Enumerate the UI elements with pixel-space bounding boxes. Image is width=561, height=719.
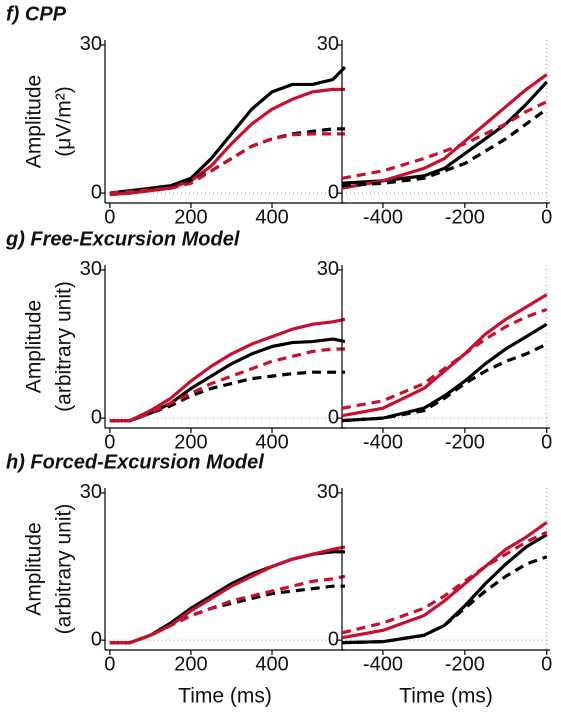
- x-axis-label: Time (ms): [178, 685, 272, 708]
- data-line: [109, 317, 346, 423]
- panel-title: f) CPP: [6, 3, 67, 25]
- data-line: [341, 73, 548, 190]
- y-tick-label: 0: [328, 628, 339, 650]
- x-tick-label: 200: [174, 206, 207, 228]
- data-line: [341, 80, 548, 185]
- data-line: [109, 87, 345, 197]
- panel-title: g) Free-Excursion Model: [5, 228, 240, 250]
- y-tick-label: 0: [91, 181, 102, 203]
- panel-title: h) Forced-Excursion Model: [6, 451, 264, 473]
- y-axis-label: Amplitude: [23, 522, 46, 615]
- x-tick-label: 200: [174, 431, 207, 453]
- x-tick-label: 0: [541, 206, 552, 228]
- data-line: [341, 530, 548, 635]
- data-line: [109, 545, 346, 645]
- data-line: [109, 550, 345, 645]
- data-line: [109, 66, 347, 195]
- y-tick-label: 30: [80, 481, 102, 503]
- x-tick-label: -400: [363, 206, 403, 228]
- y-tick-label: 30: [317, 33, 339, 55]
- data-line: [109, 584, 345, 645]
- data-line: [109, 337, 346, 423]
- x-tick-label: -200: [445, 431, 485, 453]
- y-axis-label: (μV/m²): [53, 86, 76, 156]
- y-tick-label: 0: [328, 406, 339, 428]
- y-tick-label: 30: [80, 258, 102, 280]
- x-tick-label: -400: [363, 653, 403, 675]
- y-tick-label: 30: [80, 33, 102, 55]
- data-line: [341, 521, 548, 640]
- x-tick-label: 0: [541, 431, 552, 453]
- data-line: [341, 107, 548, 188]
- x-tick-label: 0: [104, 206, 115, 228]
- data-line: [109, 574, 346, 645]
- y-tick-label: 0: [91, 406, 102, 428]
- data-line: [341, 307, 548, 410]
- y-axis-label: (arbitrary unit): [53, 281, 76, 412]
- y-axis-label: (arbitrary unit): [53, 504, 76, 635]
- x-tick-label: -400: [363, 431, 403, 453]
- x-tick-label: 400: [255, 206, 288, 228]
- data-line: [109, 132, 345, 195]
- y-tick-label: 30: [317, 481, 339, 503]
- y-axis-label: Amplitude: [23, 75, 46, 168]
- data-line: [341, 533, 548, 645]
- y-axis-label: Amplitude: [23, 300, 46, 393]
- x-tick-label: 200: [174, 653, 207, 675]
- x-tick-label: -200: [445, 206, 485, 228]
- data-line: [109, 347, 345, 423]
- y-tick-label: 0: [328, 181, 339, 203]
- x-tick-label: 0: [104, 653, 115, 675]
- x-tick-label: 400: [255, 431, 288, 453]
- x-tick-label: -200: [445, 653, 485, 675]
- data-line: [341, 555, 548, 645]
- data-line: [341, 322, 548, 423]
- y-tick-label: 0: [91, 628, 102, 650]
- y-tick-label: 30: [317, 258, 339, 280]
- data-line: [341, 100, 548, 180]
- x-tick-label: 0: [541, 653, 552, 675]
- data-line: [109, 370, 345, 423]
- x-axis-label: Time (ms): [399, 685, 493, 708]
- x-tick-label: 0: [104, 431, 115, 453]
- x-tick-label: 400: [255, 653, 288, 675]
- data-line: [109, 127, 345, 195]
